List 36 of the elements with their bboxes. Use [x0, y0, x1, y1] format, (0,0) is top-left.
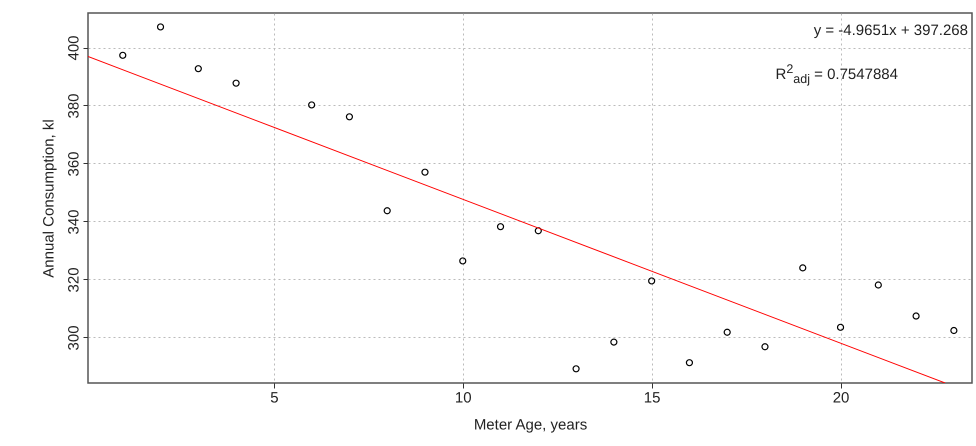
point	[308, 101, 316, 109]
point	[724, 328, 731, 336]
point	[156, 23, 164, 31]
y-tick-label: 300	[66, 325, 82, 350]
point	[346, 113, 354, 120]
point	[836, 324, 844, 331]
point	[119, 52, 126, 59]
point	[534, 227, 542, 234]
point	[421, 168, 429, 176]
x-tick-label: 15	[644, 390, 660, 406]
x-tick-label: 5	[270, 390, 279, 406]
y-tick-label: 400	[66, 35, 82, 61]
annotation: R$^{2}$$_{adj}$ = 0.7547884	[776, 62, 898, 86]
x-tick-label: 10	[454, 390, 472, 406]
point	[572, 365, 580, 372]
y-axis-title: Annual Consumption, kl	[40, 119, 58, 278]
point	[686, 359, 694, 366]
point	[874, 281, 882, 289]
point	[799, 264, 806, 272]
x-tick-label: 20	[832, 390, 850, 406]
point	[496, 223, 504, 230]
annotation: y = -4.9651x + 397.268	[814, 22, 968, 39]
point	[950, 326, 958, 334]
point	[384, 207, 391, 214]
point	[648, 277, 656, 285]
y-tick-label: 340	[66, 209, 82, 235]
y-tick-label: 360	[66, 151, 82, 177]
point	[194, 65, 202, 72]
point	[610, 338, 618, 346]
point	[459, 257, 466, 265]
y-tick-label: 380	[66, 93, 82, 119]
point	[761, 343, 769, 350]
point	[912, 312, 920, 320]
point	[232, 80, 240, 87]
y-tick-label: 320	[66, 267, 82, 292]
x-axis-title: Meter Age, years	[474, 416, 588, 434]
